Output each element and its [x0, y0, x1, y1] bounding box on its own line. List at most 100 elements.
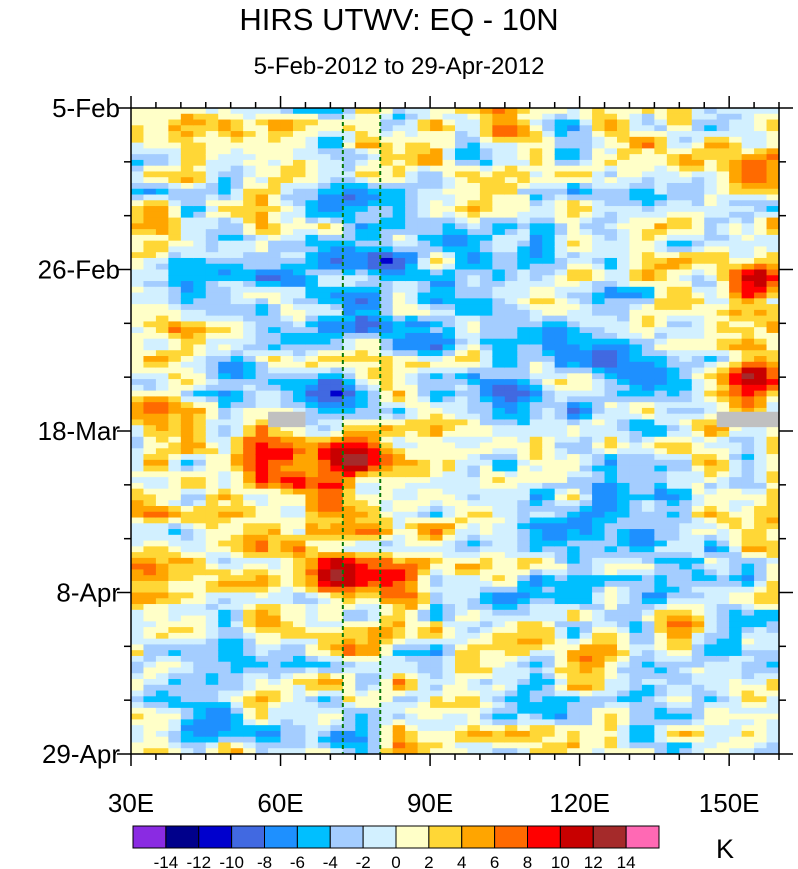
heatmap-cell	[517, 390, 531, 397]
heatmap-cell	[355, 419, 369, 426]
heatmap-cell	[193, 113, 207, 121]
heatmap-cell	[517, 638, 531, 646]
heatmap-cell	[317, 246, 331, 253]
heatmap-cell	[317, 673, 331, 680]
heatmap-cell	[529, 263, 543, 271]
heatmap-cell	[305, 707, 319, 715]
heatmap-cell	[131, 373, 145, 380]
heatmap-cell	[442, 632, 456, 640]
heatmap-cell	[218, 292, 232, 299]
heatmap-cell	[579, 136, 593, 144]
heatmap-cell	[168, 546, 182, 553]
heatmap-cell	[567, 119, 581, 126]
heatmap-cell	[243, 534, 257, 542]
heatmap-cell	[230, 286, 244, 294]
heatmap-cell	[155, 252, 169, 259]
heatmap-cell	[255, 679, 269, 686]
heatmap-cell	[654, 494, 668, 501]
heatmap-cell	[579, 650, 593, 657]
heatmap-cell	[641, 332, 655, 340]
heatmap-cell	[155, 154, 169, 161]
heatmap-cell	[567, 442, 581, 449]
heatmap-cell	[131, 252, 145, 259]
heatmap-cell	[641, 356, 655, 363]
heatmap-cell	[654, 442, 668, 449]
heatmap-cell	[168, 309, 182, 317]
heatmap-cell	[355, 569, 369, 576]
heatmap-cell	[180, 113, 194, 121]
heatmap-cell	[218, 194, 232, 201]
heatmap-cell	[504, 177, 518, 184]
heatmap-cell	[155, 719, 169, 726]
heatmap-cell	[330, 269, 344, 276]
heatmap-cell	[529, 650, 543, 657]
heatmap-cell	[380, 730, 394, 738]
heatmap-cell	[504, 655, 518, 663]
heatmap-cell	[305, 436, 319, 444]
heatmap-cell	[604, 263, 618, 271]
heatmap-cell	[355, 650, 369, 657]
heatmap-cell	[455, 679, 469, 686]
heatmap-cell	[293, 194, 307, 201]
heatmap-cell	[641, 419, 655, 426]
heatmap-cell	[293, 402, 307, 409]
heatmap-cell	[567, 373, 581, 380]
heatmap-cell	[617, 471, 631, 478]
heatmap-cell	[430, 638, 444, 646]
heatmap-cell	[617, 286, 631, 294]
heatmap-cell	[666, 171, 680, 178]
heatmap-cell	[417, 627, 431, 634]
heatmap-cell	[330, 650, 344, 657]
heatmap-cell	[542, 304, 556, 311]
heatmap-cell	[666, 361, 680, 369]
heatmap-cell	[317, 315, 331, 323]
heatmap-cell	[193, 505, 207, 513]
heatmap-cell	[180, 292, 194, 299]
heatmap-cell	[442, 500, 456, 507]
heatmap-cell	[143, 119, 157, 126]
heatmap-cell	[442, 563, 456, 571]
heatmap-cell	[230, 436, 244, 444]
heatmap-cell	[205, 505, 219, 513]
heatmap-cell	[604, 384, 618, 392]
heatmap-cell	[205, 136, 219, 144]
heatmap-cell	[131, 257, 145, 265]
heatmap-cell	[193, 730, 207, 738]
heatmap-cell	[417, 563, 431, 571]
heatmap-cell	[455, 240, 469, 248]
heatmap-cell	[542, 586, 556, 594]
heatmap-cell	[529, 586, 543, 594]
heatmap-cell	[280, 742, 294, 749]
heatmap-cell	[280, 292, 294, 299]
heatmap-cell	[554, 194, 568, 201]
heatmap-cell	[317, 563, 331, 571]
heatmap-cell	[205, 200, 219, 207]
heatmap-cell	[442, 419, 456, 426]
heatmap-cell	[243, 108, 257, 115]
heatmap-cell	[317, 696, 331, 703]
heatmap-cell	[342, 730, 356, 738]
heatmap-cell	[193, 679, 207, 686]
heatmap-cell	[479, 206, 493, 213]
heatmap-cell	[604, 257, 618, 265]
heatmap-cell	[243, 546, 257, 553]
heatmap-cell	[168, 206, 182, 213]
heatmap-cell	[193, 419, 207, 426]
heatmap-cell	[392, 211, 406, 219]
heatmap-cell	[392, 661, 406, 669]
heatmap-cell	[617, 650, 631, 657]
heatmap-cell	[367, 598, 381, 605]
heatmap-cell	[417, 304, 431, 311]
heatmap-cell	[330, 136, 344, 144]
heatmap-cell	[243, 511, 257, 519]
heatmap-cell	[430, 546, 444, 553]
heatmap-cell	[155, 604, 169, 611]
heatmap-cell	[280, 679, 294, 686]
heatmap-cell	[479, 505, 493, 513]
heatmap-cell	[567, 575, 581, 582]
heatmap-cell	[131, 431, 145, 438]
heatmap-cell	[641, 113, 655, 121]
heatmap-cell	[268, 644, 282, 651]
heatmap-cell	[342, 269, 356, 276]
heatmap-cell	[629, 286, 643, 294]
